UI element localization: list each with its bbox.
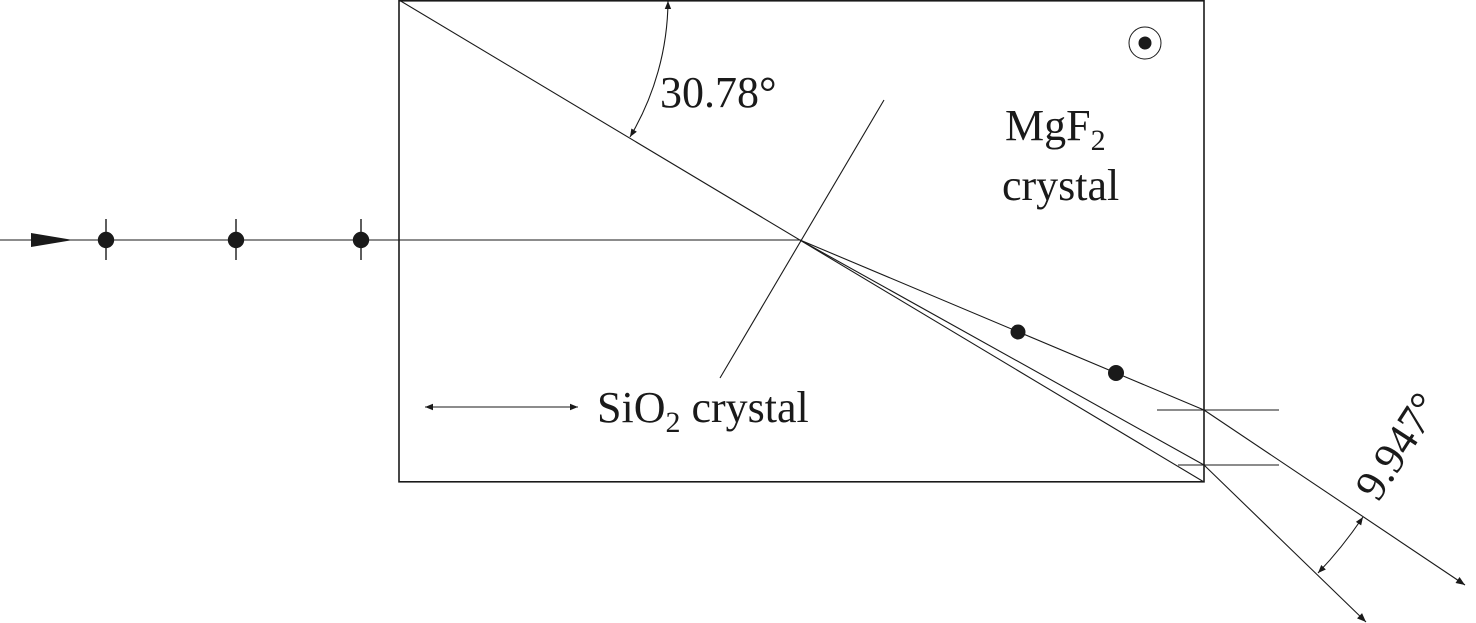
angle-arc-exit: [1317, 516, 1364, 574]
ray-ordinary-inside: [799, 239, 1205, 411]
exit-ray-upper: [1203, 409, 1466, 586]
dot-icon: [1010, 324, 1026, 340]
ray-extraordinary-inside: [799, 239, 1205, 466]
crystal-outline: [398, 0, 1205, 483]
exit-ray-lower: [1203, 464, 1367, 623]
circled-dot-icon: [1128, 26, 1162, 60]
angle-label-top: 30.78°: [660, 68, 777, 117]
mgf2-label-crystal: crystal: [1002, 161, 1119, 210]
angle-arc-top: [629, 0, 672, 138]
sio2-label: SiO2 crystal: [597, 383, 809, 439]
ray-polarization-dots: [1010, 324, 1124, 381]
optic-axis-out-of-page: [1128, 26, 1162, 60]
mgf2-label: MgF2: [1005, 101, 1106, 157]
incident-polarization-marks: [97, 219, 370, 260]
interface-normal: [719, 99, 885, 379]
incident-arrow-icon: [31, 233, 73, 247]
angle-label-exit: 9.947°: [1345, 384, 1450, 508]
dot-icon: [1108, 365, 1124, 381]
